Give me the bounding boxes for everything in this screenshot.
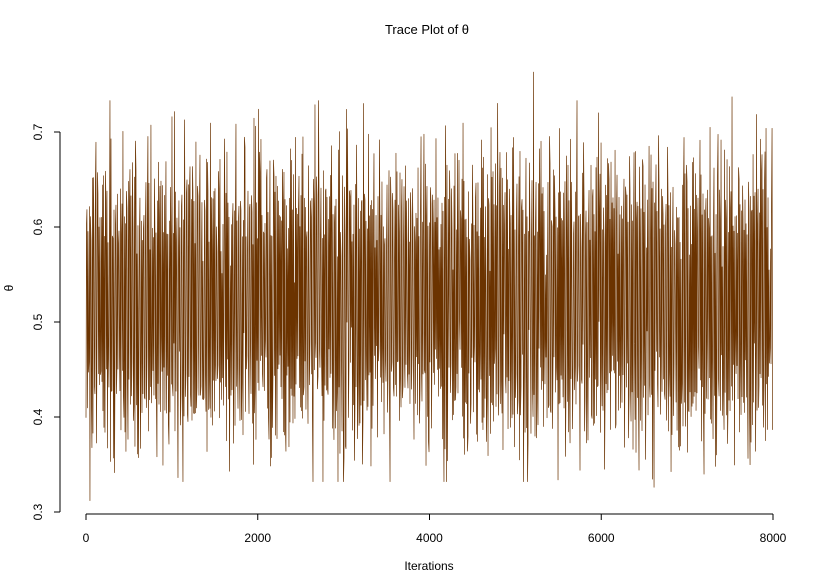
x-tick-label: 6000 (588, 531, 615, 545)
y-tick-label: 0.4 (31, 408, 45, 425)
x-axis: 0 2000 4000 6000 8000 (83, 513, 787, 545)
y-tick-label: 0.7 (31, 123, 45, 140)
y-tick-label: 0.5 (31, 313, 45, 330)
y-tick-label: 0.3 (31, 503, 45, 520)
x-axis-label: Iterations (404, 559, 453, 573)
trace-series-line (85, 71, 773, 501)
x-tick-label: 8000 (760, 531, 787, 545)
x-tick-label: 0 (83, 531, 90, 545)
x-tick-label: 4000 (416, 531, 443, 545)
y-axis-label: θ (2, 284, 16, 291)
y-axis: 0.3 0.4 0.5 0.6 0.7 (31, 123, 61, 520)
y-tick-label: 0.6 (31, 218, 45, 235)
chart-title: Trace Plot of θ (385, 22, 469, 37)
x-tick-label: 2000 (244, 531, 271, 545)
plot-area (85, 71, 773, 501)
